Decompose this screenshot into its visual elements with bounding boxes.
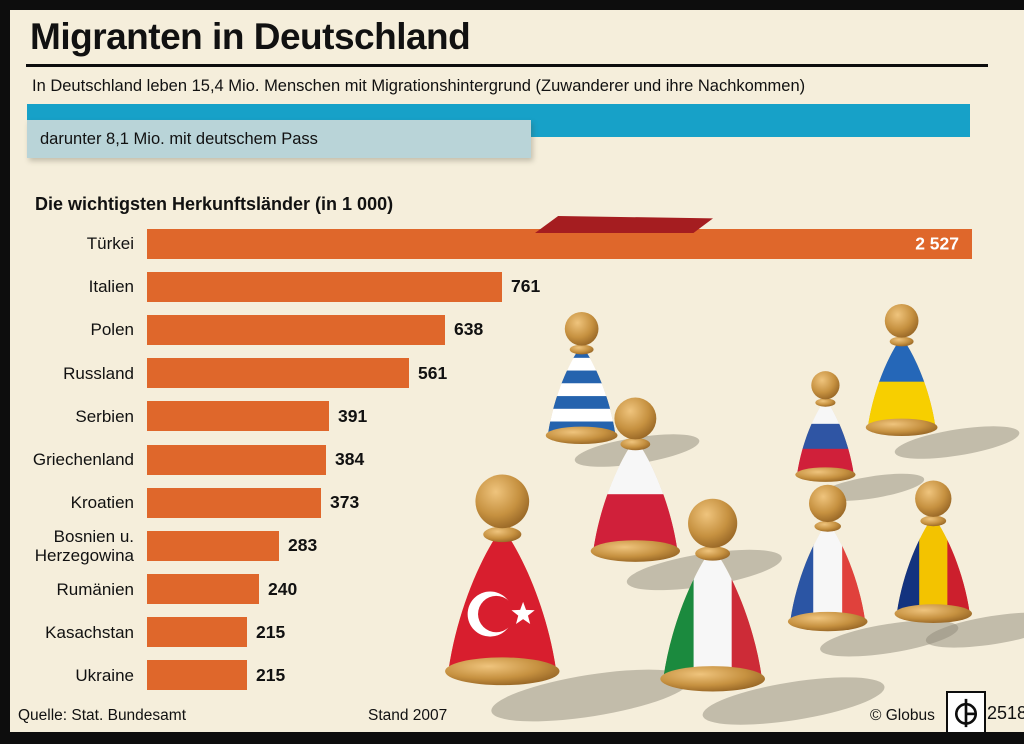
bar-area: 561 — [147, 352, 972, 395]
bar — [147, 487, 321, 518]
bar-category-label: Ukraine — [75, 665, 134, 685]
bar-category-label: Rumänien — [56, 579, 135, 599]
page-title: Migranten in Deutschland — [30, 16, 471, 57]
bar-value-label: 215 — [256, 621, 286, 642]
source-label: Quelle: Stat. Bundesamt — [18, 707, 187, 724]
bar — [147, 444, 326, 475]
bar-category-label: Türkei — [86, 234, 134, 254]
globus-logo — [946, 691, 986, 734]
german-passport-bar: darunter 8,1 Mio. mit deutschem Pass — [27, 120, 531, 158]
bar — [147, 271, 502, 302]
bar-area: 384 — [147, 438, 972, 481]
bar-area: 215 — [147, 654, 972, 697]
bar-value-label: 240 — [268, 578, 298, 599]
bar-value-label: 384 — [335, 449, 365, 470]
bar-category-label: Russland — [63, 363, 134, 383]
bar — [147, 358, 409, 389]
bar-area: 215 — [147, 611, 972, 654]
bar-area: 761 — [147, 265, 972, 308]
bar — [147, 401, 329, 432]
bar-area: 638 — [147, 308, 972, 351]
copyright-label: © Globus — [870, 707, 935, 724]
globus-logo-icon — [954, 698, 978, 727]
bar-value-label: 391 — [338, 405, 368, 426]
bar — [147, 660, 247, 691]
bar-row: Griechenland 384 — [12, 438, 972, 481]
bar — [147, 617, 247, 648]
bar-row: Türkei 2 527 — [12, 216, 972, 265]
bar: 2 527 — [147, 228, 972, 259]
bar-area: 2 527 — [147, 216, 972, 265]
bar-value-label: 283 — [288, 535, 318, 556]
bar-row: Rumänien 240 — [12, 568, 972, 611]
bar-category-label: Kroatien — [70, 493, 134, 513]
bar-value-label: 2 527 — [915, 233, 959, 254]
subtitle: In Deutschland leben 15,4 Mio. Menschen … — [32, 77, 806, 95]
frame-top — [0, 0, 1024, 10]
bar — [147, 314, 445, 345]
bar-category-label: Bosnien u. Herzegowina — [34, 526, 134, 565]
bar-row: Russland 561 — [12, 352, 972, 395]
bar-value-label: 215 — [256, 664, 286, 685]
bar-row: Kasachstan 215 — [12, 611, 972, 654]
bar — [147, 574, 259, 605]
bar-row: Serbien 391 — [12, 395, 972, 438]
bar-value-label: 561 — [418, 362, 448, 383]
german-passport-label: darunter 8,1 Mio. mit deutschem Pass — [40, 129, 318, 148]
bar-break-marker — [535, 216, 713, 233]
bar-row: Italien 761 — [12, 265, 972, 308]
bar-area: 240 — [147, 568, 972, 611]
bar-area: 391 — [147, 395, 972, 438]
graphic-number: 2518 — [987, 703, 1024, 723]
bar-row: Bosnien u. Herzegowina 283 — [12, 524, 972, 567]
bar-value-label: 373 — [330, 492, 360, 513]
bar-value-label: 638 — [454, 319, 484, 340]
bar-category-label: Serbien — [75, 406, 134, 426]
frame-left — [0, 0, 10, 744]
bar-category-label: Polen — [90, 320, 134, 340]
bar-category-label: Kasachstan — [45, 622, 134, 642]
bar-area: 283 — [147, 524, 972, 567]
frame-bottom — [0, 732, 1024, 744]
title-rule — [26, 64, 988, 67]
bar-value-label: 761 — [511, 276, 541, 297]
bar-category-label: Italien — [88, 277, 134, 297]
bar-row: Kroatien 373 — [12, 481, 972, 524]
bar-category-label: Griechenland — [32, 450, 134, 470]
bar-area: 373 — [147, 481, 972, 524]
bar-row: Polen 638 — [12, 308, 972, 351]
chart-title: Die wichtigsten Herkunftsländer (in 1 00… — [35, 194, 394, 214]
bar-chart: Türkei 2 527 Italien 761 Polen 638 Russland 561… — [12, 216, 972, 697]
bar — [147, 530, 279, 561]
bar-row: Ukraine 215 — [12, 654, 972, 697]
status-date-label: Stand 2007 — [368, 707, 448, 724]
